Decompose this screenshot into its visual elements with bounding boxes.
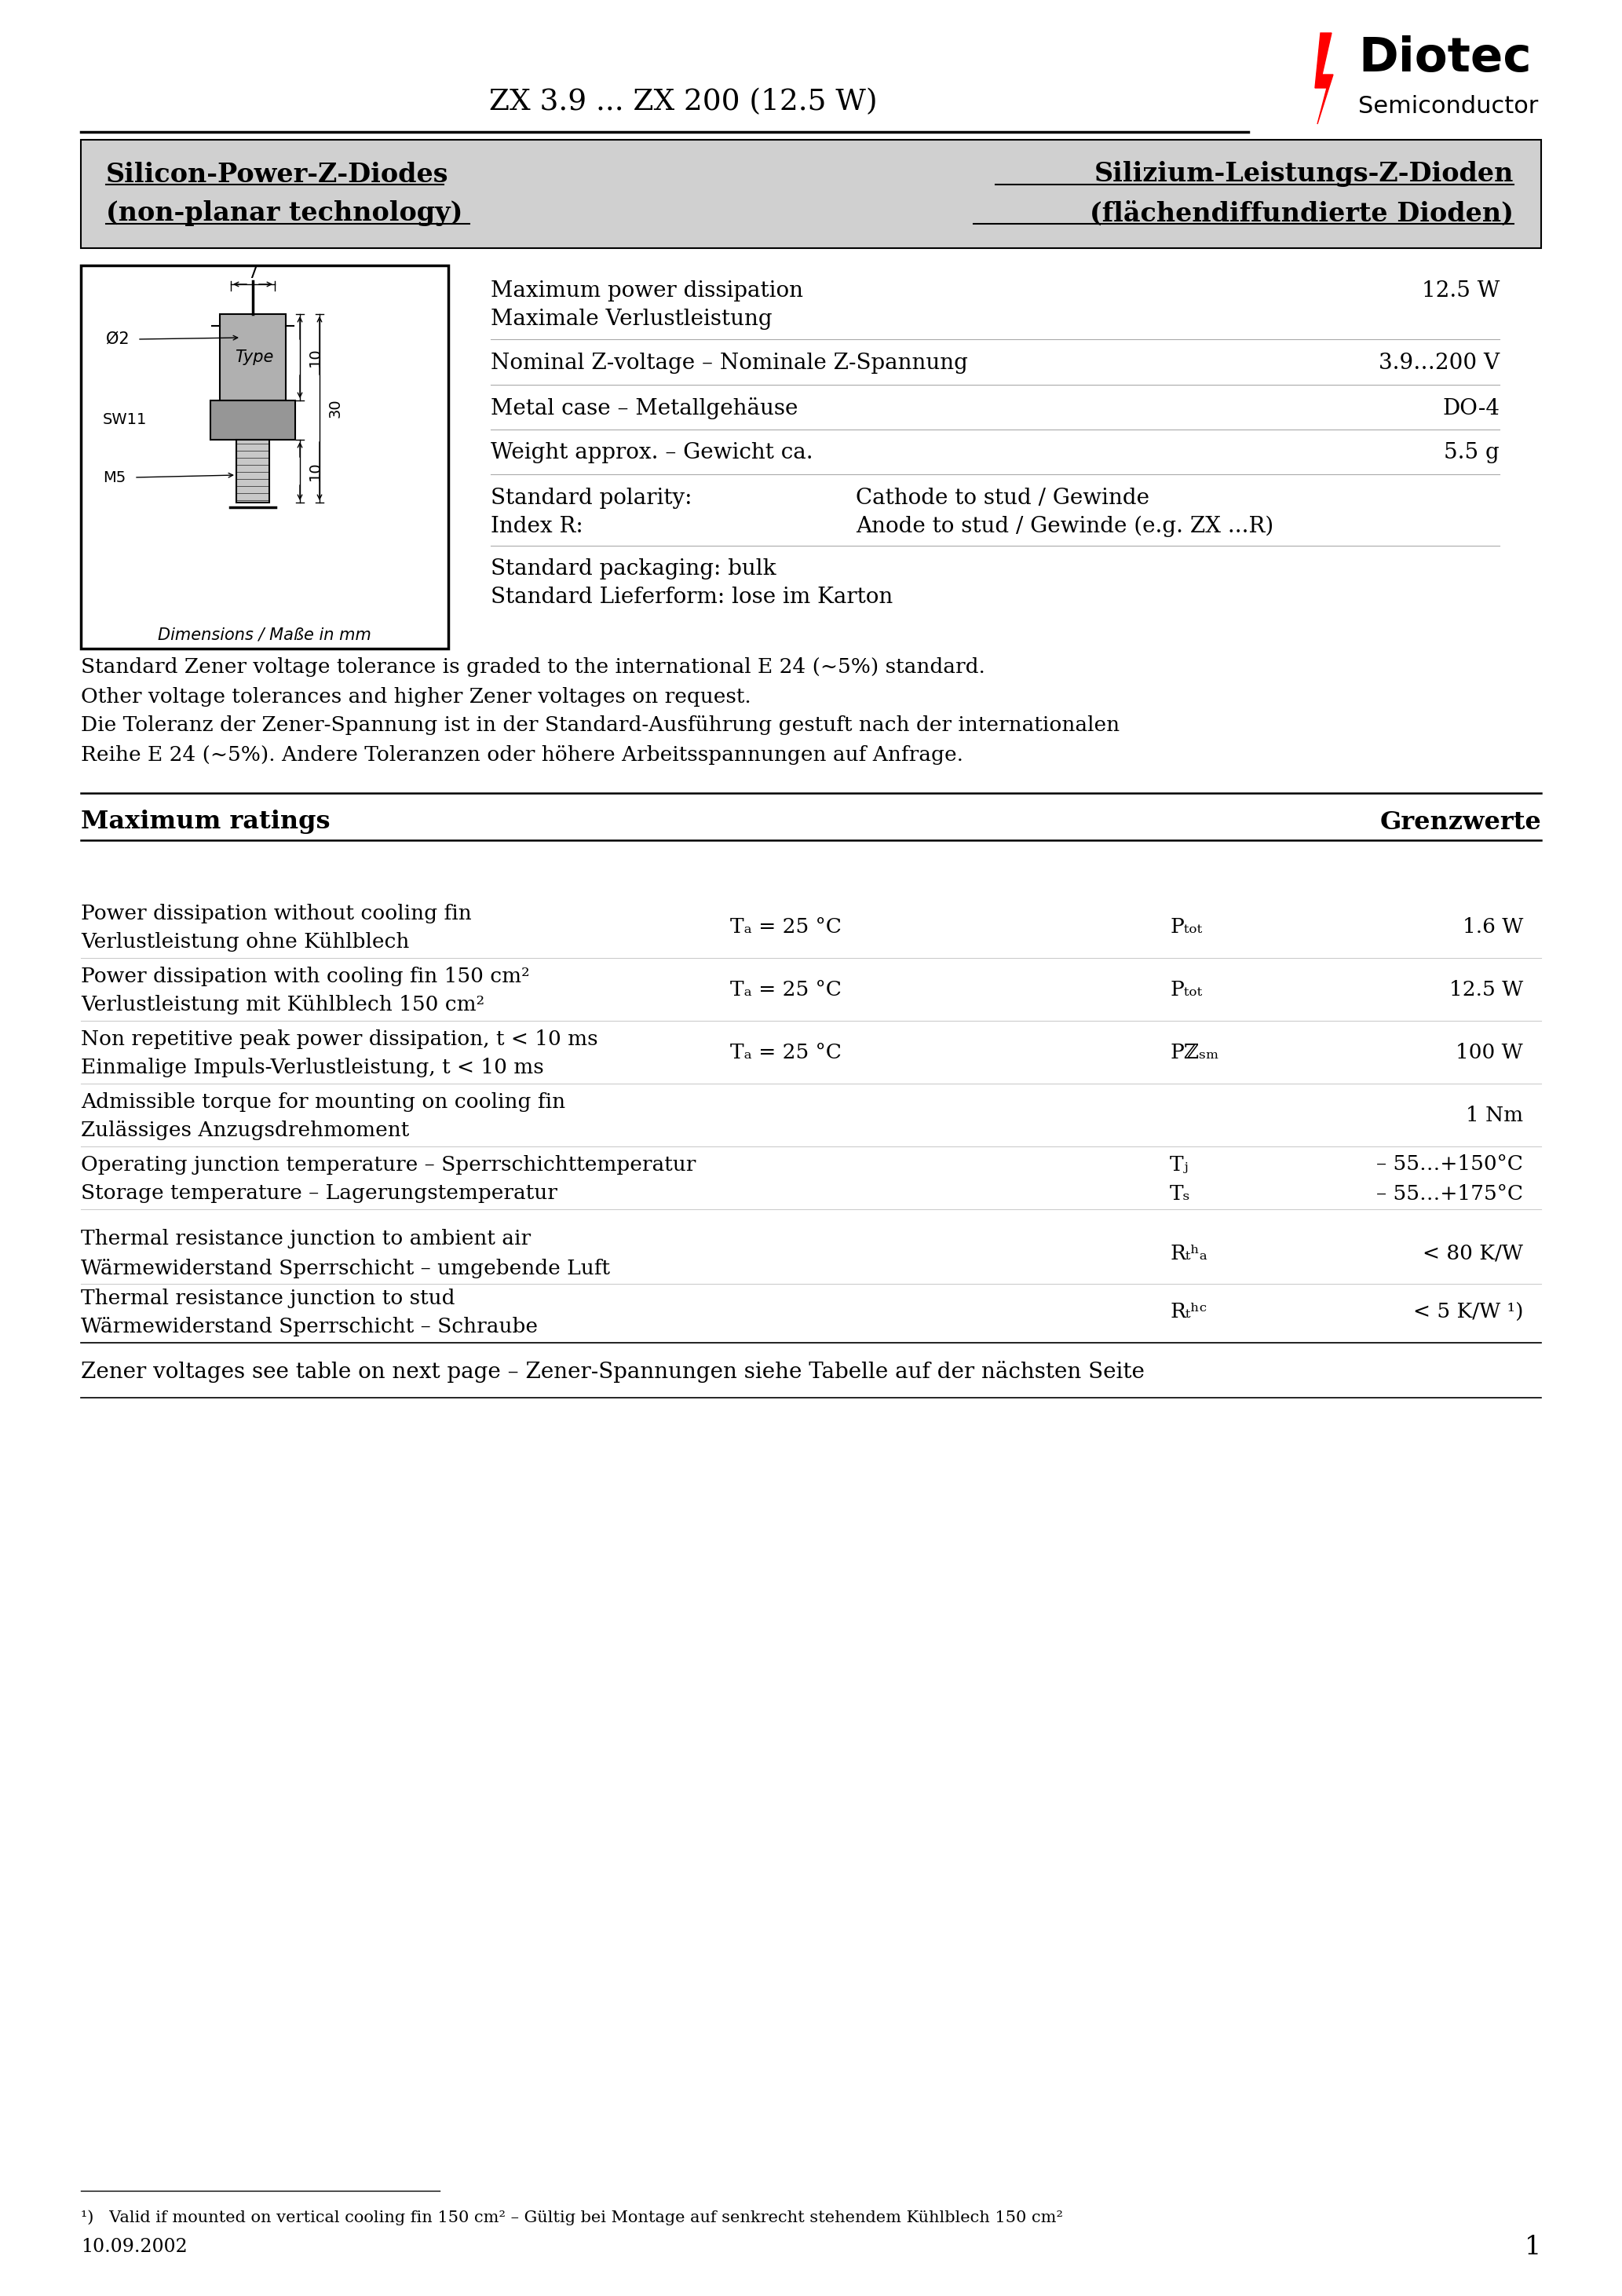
Text: Reihe E 24 (~5%). Andere Toleranzen oder höhere Arbeitsspannungen auf Anfrage.: Reihe E 24 (~5%). Andere Toleranzen oder…: [81, 744, 963, 765]
Text: Tₐ = 25 °C: Tₐ = 25 °C: [730, 980, 842, 1001]
Text: DO-4: DO-4: [1442, 397, 1499, 418]
Text: – 55…+175°C: – 55…+175°C: [1375, 1185, 1523, 1203]
Text: Operating junction temperature – Sperrschichttemperatur: Operating junction temperature – Sperrsc…: [81, 1155, 696, 1173]
Text: 1 Nm: 1 Nm: [1466, 1107, 1523, 1125]
Text: 12.5 W: 12.5 W: [1421, 280, 1499, 301]
Text: Pₜₒₜ: Pₜₒₜ: [1169, 980, 1202, 1001]
Text: ZX 3.9 ... ZX 200 (12.5 W): ZX 3.9 ... ZX 200 (12.5 W): [488, 87, 878, 117]
Text: Pₜₒₜ: Pₜₒₜ: [1169, 918, 1202, 937]
Text: Silicon-Power-Z-Diodes: Silicon-Power-Z-Diodes: [105, 161, 449, 188]
Text: 1: 1: [1525, 2234, 1541, 2259]
Text: 12.5 W: 12.5 W: [1448, 980, 1523, 1001]
Text: Tⱼ: Tⱼ: [1169, 1155, 1189, 1173]
Text: Die Toleranz der Zener-Spannung ist in der Standard-Ausführung gestuft nach der : Die Toleranz der Zener-Spannung ist in d…: [81, 716, 1119, 735]
Text: Storage temperature – Lagerungstemperatur: Storage temperature – Lagerungstemperatu…: [81, 1185, 558, 1203]
Bar: [221, 315, 285, 400]
Text: Type: Type: [235, 349, 274, 365]
Text: Maximum ratings: Maximum ratings: [81, 810, 331, 833]
Text: 10: 10: [308, 461, 323, 480]
Text: 5.5 g: 5.5 g: [1444, 443, 1499, 464]
Text: Diotec: Diotec: [1358, 37, 1531, 83]
Bar: [211, 400, 295, 441]
Text: Maximum power dissipation: Maximum power dissipation: [491, 280, 803, 301]
Text: Einmalige Impuls-Verlustleistung, t < 10 ms: Einmalige Impuls-Verlustleistung, t < 10…: [81, 1058, 543, 1077]
Text: Tₛ: Tₛ: [1169, 1185, 1191, 1203]
Text: ¹)   Valid if mounted on vertical cooling fin 150 cm² – Gültig bei Montage auf s: ¹) Valid if mounted on vertical cooling …: [81, 2209, 1062, 2225]
Text: Standard Lieferform: lose im Karton: Standard Lieferform: lose im Karton: [491, 588, 892, 608]
Text: Power dissipation with cooling fin 150 cm²: Power dissipation with cooling fin 150 c…: [81, 967, 530, 985]
Polygon shape: [1315, 32, 1333, 124]
Text: Wärmewiderstand Sperrschicht – Schraube: Wärmewiderstand Sperrschicht – Schraube: [81, 1318, 539, 1336]
Text: 3.9…200 V: 3.9…200 V: [1379, 351, 1499, 374]
Text: 10.09.2002: 10.09.2002: [81, 2239, 188, 2257]
Text: Verlustleistung ohne Kühlblech: Verlustleistung ohne Kühlblech: [81, 932, 409, 953]
Text: 100 W: 100 W: [1457, 1042, 1523, 1063]
Text: Rₜʰᶜ: Rₜʰᶜ: [1169, 1302, 1207, 1322]
Text: Ø2: Ø2: [105, 331, 130, 347]
Text: Pℤₛₘ: Pℤₛₘ: [1169, 1042, 1218, 1063]
Text: 7: 7: [248, 266, 258, 280]
Text: 10: 10: [308, 347, 323, 367]
Text: – 55…+150°C: – 55…+150°C: [1377, 1155, 1523, 1173]
Text: Metal case – Metallgehäuse: Metal case – Metallgehäuse: [491, 397, 798, 420]
Text: M5: M5: [102, 471, 127, 484]
Text: (flächendiffundierte Dioden): (flächendiffundierte Dioden): [1090, 200, 1513, 227]
Bar: [81, 266, 448, 647]
Text: Admissible torque for mounting on cooling fin: Admissible torque for mounting on coolin…: [81, 1093, 566, 1111]
Text: Weight approx. – Gewicht ca.: Weight approx. – Gewicht ca.: [491, 443, 813, 464]
Text: Silizium-Leistungs-Z-Dioden: Silizium-Leistungs-Z-Dioden: [1095, 161, 1513, 188]
Text: SW11: SW11: [102, 413, 148, 427]
Text: Cathode to stud / Gewinde: Cathode to stud / Gewinde: [856, 487, 1150, 507]
Text: Dimensions / Maße in mm: Dimensions / Maße in mm: [157, 627, 371, 643]
Text: Index R:: Index R:: [491, 517, 584, 537]
Text: Grenzwerte: Grenzwerte: [1380, 810, 1541, 833]
Text: Tₐ = 25 °C: Tₐ = 25 °C: [730, 918, 842, 937]
Text: Thermal resistance junction to ambient air: Thermal resistance junction to ambient a…: [81, 1228, 530, 1249]
Bar: [81, 140, 1541, 248]
Text: Maximale Verlustleistung: Maximale Verlustleistung: [491, 308, 772, 328]
Text: < 5 K/W ¹): < 5 K/W ¹): [1413, 1302, 1523, 1322]
Text: Rₜʰₐ: Rₜʰₐ: [1169, 1244, 1207, 1263]
Text: < 80 K/W: < 80 K/W: [1422, 1244, 1523, 1263]
Text: Zener voltages see table on next page – Zener-Spannungen siehe Tabelle auf der n: Zener voltages see table on next page – …: [81, 1362, 1145, 1382]
Text: 30: 30: [328, 400, 344, 418]
Text: Standard Zener voltage tolerance is graded to the international E 24 (~5%) stand: Standard Zener voltage tolerance is grad…: [81, 657, 985, 677]
Bar: [237, 441, 269, 503]
Text: Wärmewiderstand Sperrschicht – umgebende Luft: Wärmewiderstand Sperrschicht – umgebende…: [81, 1258, 610, 1279]
Text: 1.6 W: 1.6 W: [1463, 918, 1523, 937]
Text: Verlustleistung mit Kühlblech 150 cm²: Verlustleistung mit Kühlblech 150 cm²: [81, 994, 485, 1015]
Text: Semiconductor: Semiconductor: [1358, 94, 1538, 117]
Text: Power dissipation without cooling fin: Power dissipation without cooling fin: [81, 902, 472, 923]
Text: Zulässiges Anzugsdrehmoment: Zulässiges Anzugsdrehmoment: [81, 1120, 409, 1141]
Text: (non-planar technology): (non-planar technology): [105, 200, 462, 227]
Text: Tₐ = 25 °C: Tₐ = 25 °C: [730, 1042, 842, 1063]
Text: Other voltage tolerances and higher Zener voltages on request.: Other voltage tolerances and higher Zene…: [81, 687, 751, 707]
Text: Standard packaging: bulk: Standard packaging: bulk: [491, 558, 777, 581]
Text: Thermal resistance junction to stud: Thermal resistance junction to stud: [81, 1288, 454, 1309]
Text: Nominal Z-voltage – Nominale Z-Spannung: Nominal Z-voltage – Nominale Z-Spannung: [491, 351, 968, 374]
Text: Anode to stud / Gewinde (e.g. ZX ...R): Anode to stud / Gewinde (e.g. ZX ...R): [856, 514, 1273, 537]
Text: Non repetitive peak power dissipation, t < 10 ms: Non repetitive peak power dissipation, t…: [81, 1029, 599, 1049]
Text: Standard polarity:: Standard polarity:: [491, 487, 693, 507]
